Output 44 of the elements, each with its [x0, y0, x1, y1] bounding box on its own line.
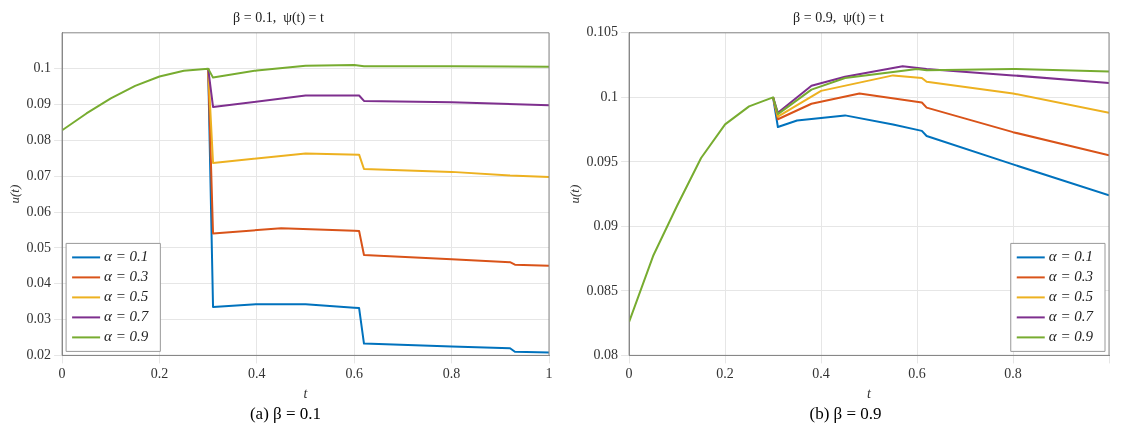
y-tick-label: 0.05: [26, 239, 52, 255]
x-tick-label: 0: [625, 366, 633, 382]
y-tick-label: 0.105: [586, 24, 619, 40]
x-tick-label: 0.6: [908, 366, 926, 382]
text: (a) β = 0.1: [248, 403, 323, 425]
y-tick-label: 0.07: [26, 167, 52, 183]
legend-label: α = 0.1: [104, 248, 149, 265]
x-axis-title: t: [867, 386, 873, 402]
chart-title: β = 0.1, ψ(t) = t: [233, 10, 324, 27]
y-tick-label: 0.08: [593, 347, 619, 363]
legend-label: α = 0.9: [104, 328, 149, 345]
legend-label: α = 0.5: [1048, 288, 1094, 305]
legend-label: α = 0.3: [1048, 268, 1093, 285]
y-tick-label: 0.04: [26, 275, 52, 291]
legend-label: α = 0.7: [1048, 308, 1095, 325]
y-tick-label: 0.095: [586, 153, 619, 169]
legend-label: α = 0.7: [104, 308, 150, 325]
text: (b) β = 0.9: [808, 403, 883, 425]
x-axis-title: t: [303, 386, 309, 402]
x-tick-label: 0.2: [716, 366, 734, 382]
x-tick-label: 0.2: [150, 366, 169, 382]
legend-label: α = 0.1: [1048, 248, 1093, 265]
y-tick-label: 0.09: [593, 218, 619, 234]
x-tick-label: 0.8: [442, 366, 461, 382]
y-tick-label: 0.08: [26, 132, 52, 148]
y-tick-label: 0.1: [600, 88, 619, 104]
x-tick-label: 1: [545, 366, 553, 382]
y-axis-title: u(t): [567, 184, 583, 204]
x-tick-label: 0.4: [248, 366, 266, 382]
legend-label: α = 0.3: [104, 268, 149, 285]
y-tick-label: 0.02: [26, 347, 52, 363]
x-tick-label: 0.8: [1004, 366, 1022, 382]
x-tick-label: 0.6: [345, 366, 363, 382]
legend-label: α = 0.5: [104, 288, 149, 305]
y-tick-label: 0.03: [26, 311, 52, 327]
y-tick-label: 0.1: [33, 60, 52, 76]
chart-title: β = 0.9, ψ(t) = t: [793, 10, 884, 27]
y-axis-title: u(t): [7, 184, 23, 204]
x-tick-label: 0.4: [812, 366, 830, 382]
y-tick-label: 0.06: [26, 203, 52, 219]
y-tick-label: 0.09: [26, 96, 52, 112]
legend-label: α = 0.9: [1048, 328, 1094, 345]
x-tick-label: 0: [58, 366, 66, 382]
y-tick-label: 0.085: [586, 282, 619, 298]
